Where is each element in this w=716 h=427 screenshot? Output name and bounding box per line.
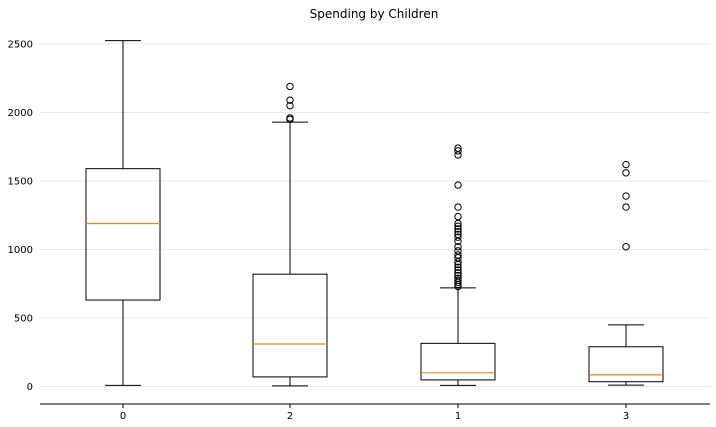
- outlier-point: [454, 266, 462, 274]
- y-tick-label-2500: 2500: [8, 40, 33, 51]
- outlier-point: [454, 274, 462, 282]
- outlier-point: [622, 160, 630, 169]
- outlier-point: [454, 230, 462, 239]
- outlier-point: [622, 169, 630, 177]
- outlier-point: [454, 271, 462, 280]
- y-tick-label-500: 500: [14, 314, 33, 325]
- grid-lines: [40, 43, 710, 387]
- outlier-point: [286, 101, 294, 110]
- y-tick-label-0: 0: [27, 382, 33, 393]
- box-group-2: [252, 82, 328, 387]
- outlier-point: [286, 96, 294, 104]
- x-tick-label-0: 0: [120, 411, 126, 422]
- box-group-0: [85, 40, 161, 386]
- x-tick-label-3: 3: [623, 411, 629, 422]
- iqr-box: [588, 346, 664, 383]
- outlier-point: [454, 225, 462, 233]
- outlier-point: [454, 269, 462, 277]
- outlier-point: [622, 192, 630, 200]
- boxes: [85, 40, 664, 387]
- chart-title: Spending by Children: [310, 7, 439, 21]
- outlier-point: [454, 263, 462, 272]
- outlier-point: [454, 251, 462, 259]
- y-tick-label-2000: 2000: [8, 108, 33, 119]
- outlier-point: [454, 276, 462, 285]
- iqr-box: [420, 342, 496, 381]
- outlier-point: [454, 222, 462, 230]
- outlier-point: [454, 144, 462, 152]
- iqr-box: [85, 168, 161, 301]
- outlier-point: [454, 233, 462, 241]
- iqr-box: [252, 273, 328, 378]
- x-tick-label-2: 2: [287, 411, 293, 422]
- outlier-point: [454, 243, 462, 251]
- outlier-point: [454, 227, 462, 236]
- box-group-3: [588, 160, 664, 386]
- outlier-point: [454, 247, 462, 255]
- outlier-point: [286, 82, 294, 91]
- outlier-point: [454, 147, 462, 155]
- y-axis-ticks: 0 500 1000 1500 2000 2500: [8, 40, 33, 394]
- outlier-point: [622, 243, 630, 251]
- box-group-1: [420, 144, 496, 386]
- outlier-point: [286, 114, 294, 122]
- y-tick-label-1000: 1000: [8, 245, 33, 256]
- outlier-point: [454, 203, 462, 211]
- x-axis-ticks: 0 2 1 3: [120, 404, 629, 422]
- x-tick-label-1: 1: [455, 411, 461, 422]
- outlier-point: [454, 181, 462, 189]
- outlier-point: [454, 212, 462, 221]
- y-tick-label-1500: 1500: [8, 177, 33, 188]
- outlier-point: [622, 203, 630, 211]
